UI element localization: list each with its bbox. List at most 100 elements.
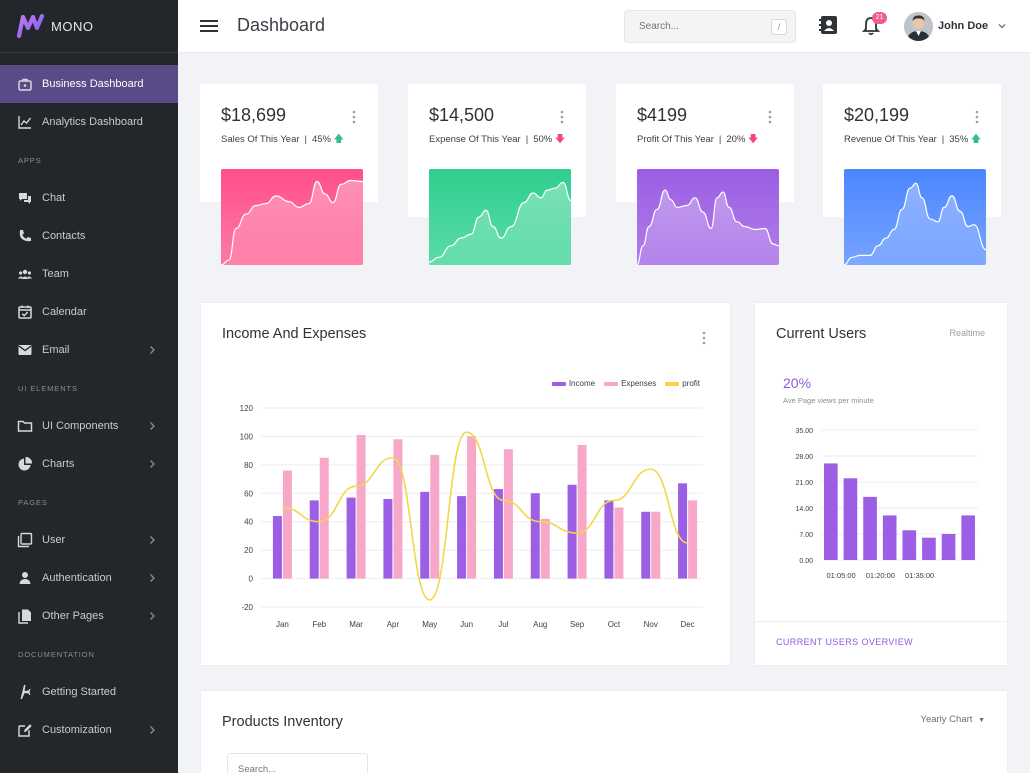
bar-income[interactable] — [530, 493, 540, 579]
products-search-input[interactable] — [238, 764, 358, 773]
bar-income[interactable] — [567, 484, 577, 579]
airplane-icon — [20, 685, 31, 699]
stat-label-text: Expense Of This Year — [429, 134, 521, 145]
users-bar[interactable] — [824, 463, 838, 560]
sidebar-item-authentication[interactable]: Authentication — [0, 559, 178, 597]
legend-item[interactable]: Income — [551, 379, 595, 388]
chevron-right-icon — [150, 574, 155, 582]
calendar-icon — [18, 305, 32, 319]
chart-legend: Income Expenses profit — [551, 379, 700, 388]
contacts-book-icon[interactable] — [819, 14, 839, 36]
stat-label: Sales Of This Year | 45% 🡅 — [221, 134, 344, 145]
bar-income[interactable] — [457, 496, 467, 579]
bar-income[interactable] — [383, 498, 393, 579]
sidebar-item-getting-started[interactable]: Getting Started — [0, 673, 178, 711]
stat-label: Profit Of This Year | 20% 🡇 — [637, 134, 759, 145]
bar-expenses[interactable] — [688, 500, 698, 579]
bar-income[interactable] — [641, 511, 651, 579]
y-tick-label: 0.00 — [799, 558, 813, 565]
profit-line[interactable] — [282, 431, 688, 601]
sidebar-item-calendar[interactable]: Calendar — [0, 293, 178, 331]
income-expenses-chart: -20 0 20 40 60 80 100 120 Jan Feb Mar Apr May Jun Jul A… — [240, 404, 703, 629]
sidebar-item-email[interactable]: Email — [0, 331, 178, 369]
bar-expenses[interactable] — [356, 435, 366, 579]
x-tick-label: Jul — [498, 620, 508, 629]
stat-sparkline — [429, 169, 571, 265]
x-tick-label: 01:05:00 — [827, 571, 856, 580]
sidebar-item-other-pages[interactable]: Other Pages — [0, 597, 178, 635]
brand[interactable]: MONO — [0, 0, 178, 53]
pie-chart-icon — [18, 456, 33, 471]
sidebar-item-contacts[interactable]: Contacts — [0, 217, 178, 255]
search-input[interactable] — [639, 21, 759, 32]
sidebar-item-analytics-dashboard[interactable]: Analytics Dashboard — [0, 103, 178, 141]
users-bar[interactable] — [882, 515, 897, 560]
bar-income[interactable] — [309, 500, 319, 579]
stat-percentage: 35% — [949, 134, 969, 145]
sidebar-item-chat[interactable]: Chat — [0, 179, 178, 217]
bar-expenses[interactable] — [577, 444, 587, 579]
bar-income[interactable] — [493, 489, 503, 579]
person-icon — [19, 572, 31, 584]
sidebar-item-charts[interactable]: Charts — [0, 445, 178, 483]
bar-income[interactable] — [420, 491, 430, 579]
more-options-icon[interactable] — [768, 110, 772, 124]
more-options-icon[interactable] — [560, 110, 564, 124]
bar-expenses[interactable] — [614, 507, 624, 579]
more-options-icon[interactable] — [702, 331, 706, 345]
y-tick-label: 80 — [244, 461, 253, 470]
bar-income[interactable] — [678, 483, 688, 579]
users-bar[interactable] — [843, 478, 858, 560]
users-percentage-caption: Ave Page views per minute — [783, 396, 874, 405]
bar-expenses[interactable] — [540, 518, 550, 579]
avatar[interactable] — [904, 12, 933, 41]
trend-down-icon: 🡇 — [748, 134, 759, 145]
sidebar: MONO Business Dashboard Analytics Dashboa… — [0, 0, 178, 773]
user-name[interactable]: John Doe — [938, 20, 989, 32]
stat-percentage: 45% — [311, 134, 331, 145]
users-bar[interactable] — [961, 515, 975, 560]
products-search[interactable] — [227, 753, 368, 773]
top-header: Dashboard / 21 John Doe — [178, 0, 1030, 53]
users-bar[interactable] — [941, 534, 956, 560]
y-tick-label: 21.00 — [795, 480, 813, 487]
users-bar[interactable] — [922, 537, 936, 560]
bar-income[interactable] — [604, 500, 614, 579]
sidebar-item-user[interactable]: User — [0, 521, 178, 559]
sidebar-item-customization[interactable]: Customization — [0, 711, 178, 749]
y-tick-label: 14.00 — [795, 506, 813, 513]
x-tick-label: Oct — [608, 620, 621, 629]
bar-expenses[interactable] — [282, 470, 292, 579]
users-bar[interactable] — [902, 530, 917, 560]
users-bar[interactable] — [863, 496, 877, 560]
hamburger-menu-icon[interactable] — [200, 18, 218, 34]
sidebar-item-business-dashboard[interactable]: Business Dashboard — [0, 65, 178, 103]
more-options-icon[interactable] — [352, 110, 356, 124]
yearly-chart-dropdown[interactable]: Yearly Chart ▼ — [920, 714, 985, 725]
yearly-chart-label: Yearly Chart — [920, 714, 973, 725]
notification-badge: 21 — [872, 12, 887, 24]
x-tick-label: 01:20:00 — [866, 571, 895, 580]
bar-expenses[interactable] — [430, 454, 440, 579]
phone-icon — [19, 230, 31, 242]
chevron-down-icon[interactable] — [997, 21, 1007, 31]
header-search[interactable]: / — [624, 10, 796, 43]
avatar-image — [904, 12, 933, 41]
bar-income[interactable] — [346, 497, 356, 579]
more-options-icon[interactable] — [975, 110, 979, 124]
users-percentage: 20% — [783, 375, 812, 391]
bar-expenses[interactable] — [467, 436, 477, 579]
sidebar-item-ui-components[interactable]: UI Components — [0, 407, 178, 445]
bar-expenses[interactable] — [503, 449, 513, 579]
bar-expenses[interactable] — [393, 439, 403, 579]
legend-item[interactable]: profit — [665, 379, 700, 388]
current-users-overview-link[interactable]: CURRENT USERS OVERVIEW — [776, 637, 913, 647]
chevron-right-icon — [150, 612, 155, 620]
sidebar-item-team[interactable]: Team — [0, 255, 178, 293]
sidebar-item-label: Contacts — [42, 230, 86, 242]
bar-income[interactable] — [272, 516, 282, 579]
bar-expenses[interactable] — [319, 457, 329, 579]
bar-expenses[interactable] — [651, 511, 661, 579]
y-tick-label: 100 — [240, 432, 254, 441]
legend-item[interactable]: Expenses — [604, 379, 656, 388]
